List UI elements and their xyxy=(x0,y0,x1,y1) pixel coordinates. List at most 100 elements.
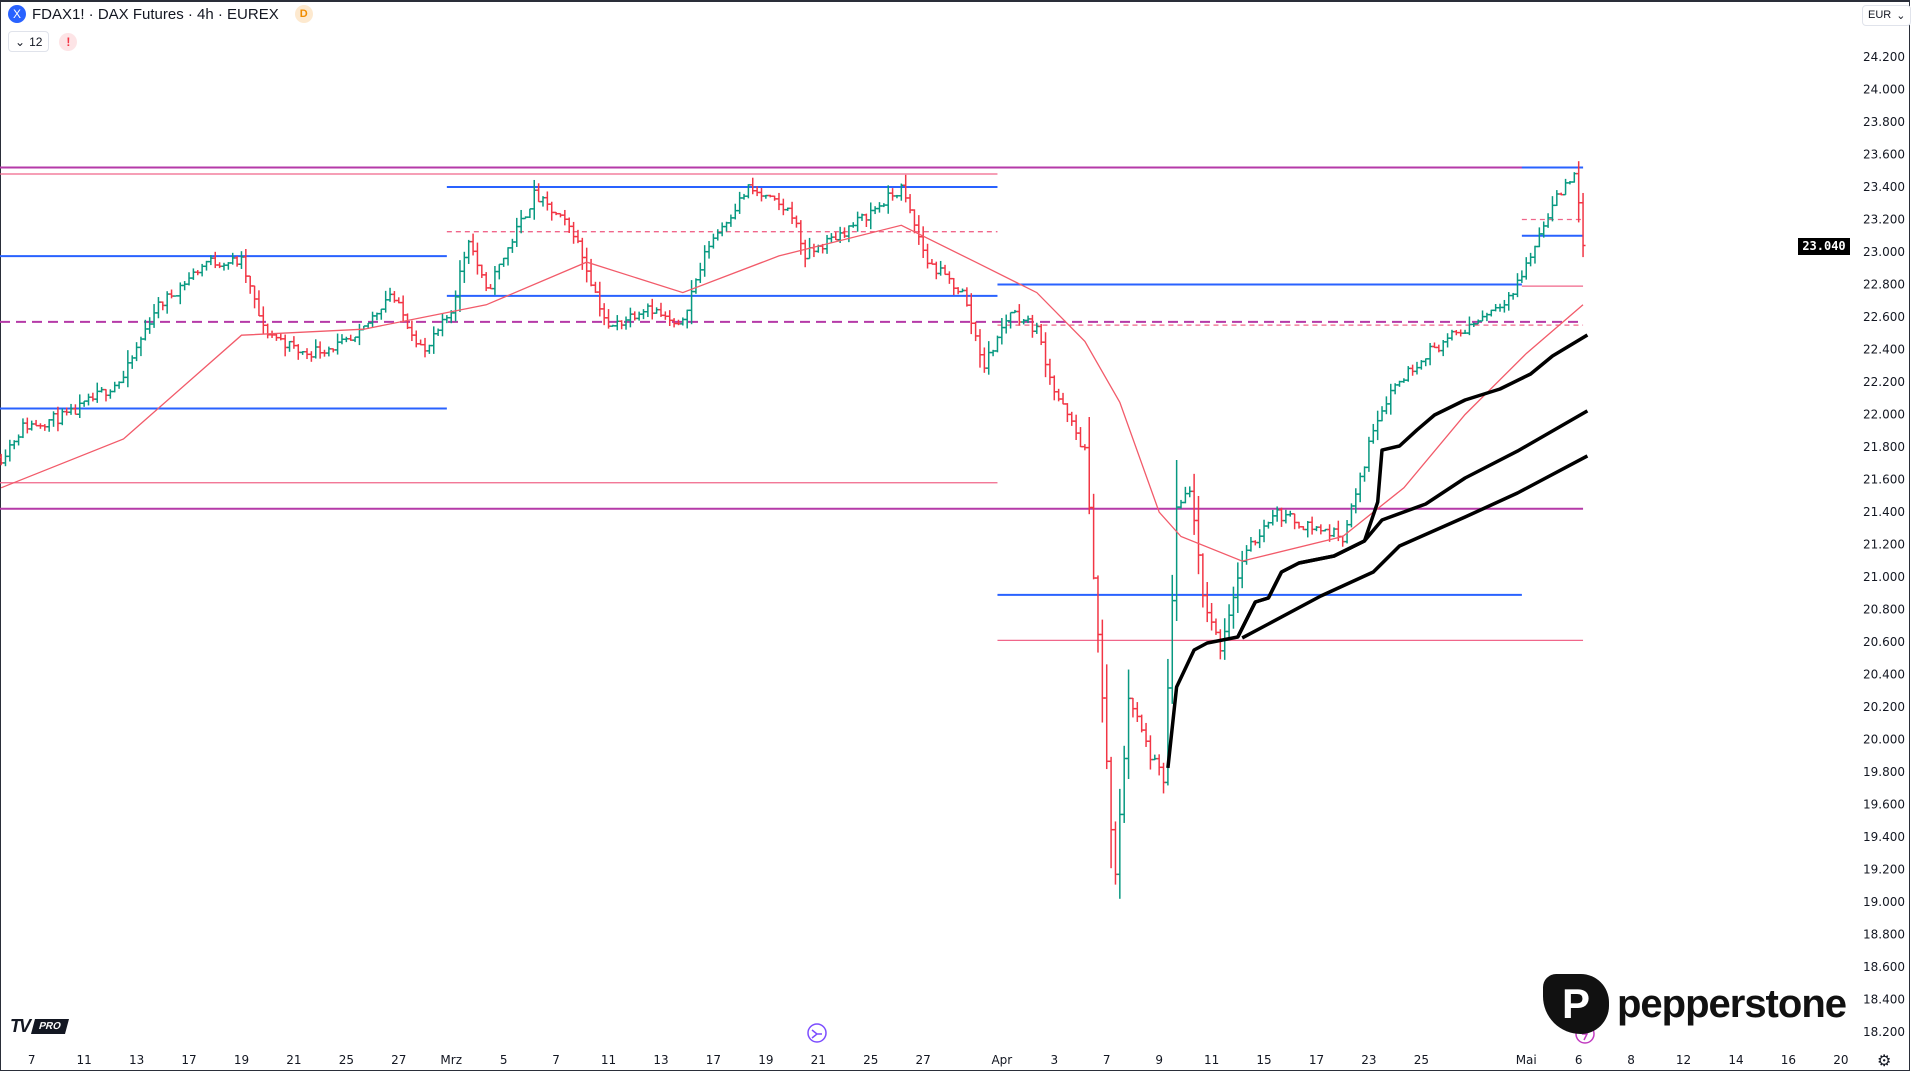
ohlc-bar xyxy=(955,287,961,295)
time-tick-label: 19 xyxy=(234,1053,249,1067)
ohlc-bar xyxy=(1392,383,1398,395)
ohlc-bar xyxy=(1318,524,1324,535)
ohlc-bar xyxy=(557,212,563,218)
ohlc-bar xyxy=(627,307,633,328)
ohlc-bar xyxy=(94,382,100,403)
time-axis[interactable]: 7 11 13 17 19 21 25 27 Mrz 5 7 11 13 17 19 21 25 27 Apr 3 7 9… xyxy=(28,1053,1849,1067)
price-tick-label: 22.400 xyxy=(1863,343,1905,357)
ohlc-bar xyxy=(129,355,135,369)
ohlc-bar xyxy=(387,287,393,302)
ohlc-bar xyxy=(221,262,227,271)
ohlc-bar xyxy=(1034,322,1040,334)
ohlc-bar xyxy=(147,317,153,334)
ohlc-bar xyxy=(780,198,786,216)
ohlc-bar xyxy=(234,256,240,267)
ohlc-bar xyxy=(732,203,738,220)
ohlc-bar xyxy=(103,388,109,402)
time-tick-label: 11 xyxy=(1204,1053,1219,1067)
ohlc-bar xyxy=(1431,342,1437,349)
ohlc-bar xyxy=(479,264,485,279)
ohlc-bar xyxy=(1445,333,1451,348)
ohlc-bar xyxy=(1427,342,1433,366)
ohlc-bar xyxy=(767,194,773,198)
time-tick-label: 17 xyxy=(706,1053,721,1067)
price-tick-label: 18.800 xyxy=(1863,928,1905,942)
ohlc-bar xyxy=(1209,603,1215,631)
ohlc-bar xyxy=(190,268,196,280)
ohlc-bar xyxy=(1458,329,1464,337)
settings-gear-icon[interactable]: ⚙ xyxy=(1877,1053,1892,1070)
tradingview-logo[interactable]: TV PRO xyxy=(10,1016,69,1037)
ohlc-bar xyxy=(514,217,520,247)
go-to-realtime-icon[interactable] xyxy=(807,1023,827,1043)
ohlc-bar xyxy=(654,307,660,314)
time-tick-label: 5 xyxy=(500,1053,508,1067)
ohlc-bar xyxy=(942,264,948,276)
ohlc-bar xyxy=(59,408,65,426)
ohlc-bar xyxy=(1370,423,1376,444)
ohlc-bar xyxy=(142,319,148,341)
ohlc-bar xyxy=(483,272,489,292)
ohlc-bar xyxy=(964,287,970,307)
pepperstone-wordmark: pepperstone xyxy=(1616,981,1847,1026)
ohlc-bar xyxy=(466,239,472,264)
ohlc-bar xyxy=(1418,360,1424,370)
ohlc-bar xyxy=(1563,178,1569,196)
ohlc-bar xyxy=(855,211,861,232)
ohlc-bar xyxy=(724,221,730,232)
ohlc-bar xyxy=(881,203,887,208)
ohlc-bar xyxy=(750,177,756,195)
time-tick-label: 20 xyxy=(1833,1053,1848,1067)
price-tick-label: 24.000 xyxy=(1863,83,1905,97)
ohlc-bar xyxy=(868,202,874,230)
ohlc-bar xyxy=(1270,509,1276,526)
ohlc-bar xyxy=(1480,310,1486,322)
ohlc-bar xyxy=(706,241,712,259)
ohlc-bar xyxy=(1493,304,1499,312)
ohlc-bar xyxy=(217,262,223,269)
price-tick-label: 18.600 xyxy=(1863,960,1905,974)
ohlc-bar xyxy=(1309,516,1315,535)
time-tick-label: 19 xyxy=(758,1053,773,1067)
ohlc-bar xyxy=(610,324,616,327)
ohlc-bar xyxy=(793,215,799,228)
ohlc-bar xyxy=(1117,788,1123,899)
ohlc-bar xyxy=(501,257,507,267)
ohlc-bar xyxy=(317,341,323,359)
price-tick-label: 19.200 xyxy=(1863,863,1905,877)
indicators-toggle-button[interactable]: ⌄ 12 xyxy=(8,31,50,52)
ohlc-bar xyxy=(1213,618,1219,635)
currency-dropdown[interactable]: EUR ⌄ xyxy=(1862,5,1912,26)
time-tick-label: 13 xyxy=(129,1053,144,1067)
ohlc-bar xyxy=(1143,722,1149,747)
ohlc-bar xyxy=(304,348,310,360)
price-tick-label: 23.400 xyxy=(1863,180,1905,194)
ohlc-bar xyxy=(710,233,716,249)
ohlc-bar xyxy=(946,271,952,284)
symbol-title[interactable]: FDAX1! · DAX Futures · 4h · EUREX xyxy=(32,5,279,23)
ohlc-bar xyxy=(527,208,533,219)
ohlc-bar xyxy=(1362,466,1368,482)
data-status-badge[interactable]: D xyxy=(294,5,313,23)
time-tick-label: 13 xyxy=(653,1053,668,1067)
ohlc-bar xyxy=(916,215,922,245)
warning-icon[interactable]: ! xyxy=(59,32,78,51)
price-axis[interactable]: 24.200 24.000 23.800 23.600 23.400 23.200 23.0… xyxy=(1863,50,1905,1039)
time-tick-label: 8 xyxy=(1627,1053,1635,1067)
chevron-down-icon: ⌄ xyxy=(1896,10,1906,22)
time-tick-label: Apr xyxy=(991,1053,1012,1067)
ohlc-bar xyxy=(1405,366,1411,382)
price-tick-label: 21.600 xyxy=(1863,473,1905,487)
time-tick-label: 27 xyxy=(391,1053,406,1067)
ohlc-bar xyxy=(295,344,301,360)
ohlc-bar xyxy=(811,243,817,258)
symbol-header[interactable]: X FDAX1! · DAX Futures · 4h · EUREX D xyxy=(8,5,313,23)
ohlc-bar xyxy=(1462,329,1468,334)
time-tick-label: 17 xyxy=(1309,1053,1324,1067)
ohlc-bar xyxy=(1296,521,1302,529)
ohlc-bar xyxy=(994,335,1000,353)
ohlc-bar xyxy=(1357,472,1363,503)
ohlc-bar xyxy=(1484,312,1490,322)
ohlc-bar xyxy=(1200,553,1206,608)
